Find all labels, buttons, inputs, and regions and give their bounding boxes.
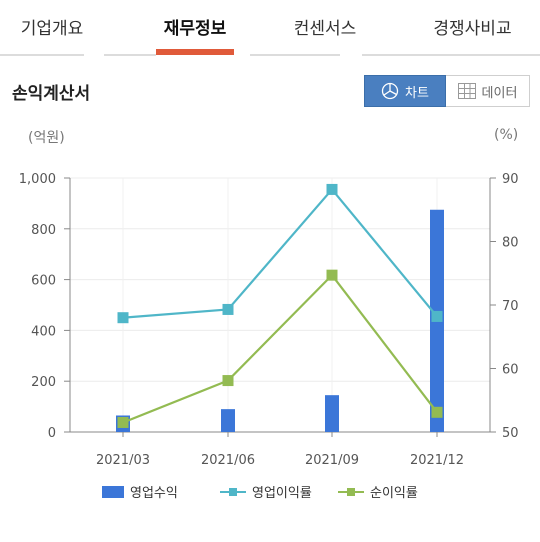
tab-company-overview[interactable]: 기업개요 <box>0 0 104 52</box>
tab-label: 기업개요 <box>20 18 84 39</box>
left-tick-label: 200 <box>31 375 56 390</box>
chart-view-button[interactable]: 차트 <box>364 75 446 107</box>
legend-line-swatch <box>338 486 364 498</box>
tab-active-indicator <box>156 49 234 55</box>
tab-consensus[interactable]: 컨센서스 <box>270 0 380 52</box>
left-tick-label: 600 <box>31 274 56 289</box>
point-operating-margin <box>117 312 129 324</box>
table-icon <box>457 83 476 99</box>
legend-item-revenue: 영업수익 <box>102 482 178 501</box>
right-axis-unit: (%) <box>494 127 519 143</box>
point-operating-margin <box>431 310 443 322</box>
right-tick-label: 90 <box>502 172 519 187</box>
legend-label: 영업수익 <box>130 486 178 501</box>
x-tick-label: 2021/06 <box>201 453 255 468</box>
point-net-margin <box>222 375 234 387</box>
chart-view-label: 차트 <box>405 85 429 101</box>
x-tick-label: 2021/09 <box>305 453 359 468</box>
right-tick-label: 70 <box>502 299 519 314</box>
bar-revenue <box>221 409 235 432</box>
tab-competitor-comparison[interactable]: 경쟁사비교 <box>405 0 540 52</box>
point-net-margin <box>431 406 443 418</box>
data-view-button[interactable]: 데이터 <box>446 75 530 107</box>
data-view-label: 데이터 <box>481 85 518 101</box>
tab-divider <box>362 54 540 56</box>
x-tick-label: 2021/03 <box>96 453 150 468</box>
legend-label: 영업이익률 <box>252 486 312 501</box>
tab-divider <box>250 54 340 56</box>
income-statement-chart: 0 200 400 600 800 1,000 50 60 70 80 90 2021/03 2021/… <box>19 172 519 468</box>
legend-item-net-margin: 순이익률 <box>338 482 418 501</box>
point-operating-margin <box>222 303 234 315</box>
tab-divider <box>0 54 84 56</box>
right-tick-label: 60 <box>502 363 519 378</box>
left-tick-label: 0 <box>48 426 56 441</box>
tab-bar: 기업개요 재무정보 컨센서스 경쟁사비교 <box>0 0 540 56</box>
tab-label: 재무정보 <box>163 18 227 39</box>
point-operating-margin <box>326 183 338 195</box>
left-tick-label: 800 <box>31 223 56 238</box>
pie-chart-icon <box>381 82 399 100</box>
legend-bar-swatch <box>102 485 124 498</box>
left-tick-label: 1,000 <box>19 172 56 187</box>
left-tick-label: 400 <box>31 324 56 339</box>
section-title: 손익계산서 <box>12 84 91 104</box>
left-axis-unit: (억원) <box>28 130 65 146</box>
point-net-margin <box>117 416 129 428</box>
tab-label: 컨센서스 <box>293 18 357 39</box>
right-tick-label: 80 <box>502 236 519 251</box>
legend-item-operating-margin: 영업이익률 <box>220 482 312 501</box>
line-operating-margin <box>122 187 438 319</box>
point-net-margin <box>326 269 338 281</box>
legend-line-swatch <box>220 486 246 498</box>
tab-label: 경쟁사비교 <box>433 18 512 39</box>
tab-financial-info[interactable]: 재무정보 <box>140 0 250 52</box>
line-net-margin <box>122 273 438 424</box>
legend-label: 순이익률 <box>370 486 418 501</box>
bar-revenue <box>325 395 339 432</box>
chart-legend: 영업수익 영업이익률 순이익률 <box>0 482 540 506</box>
right-tick-label: 50 <box>502 426 519 441</box>
x-tick-label: 2021/12 <box>410 453 464 468</box>
tab-divider <box>104 54 156 56</box>
